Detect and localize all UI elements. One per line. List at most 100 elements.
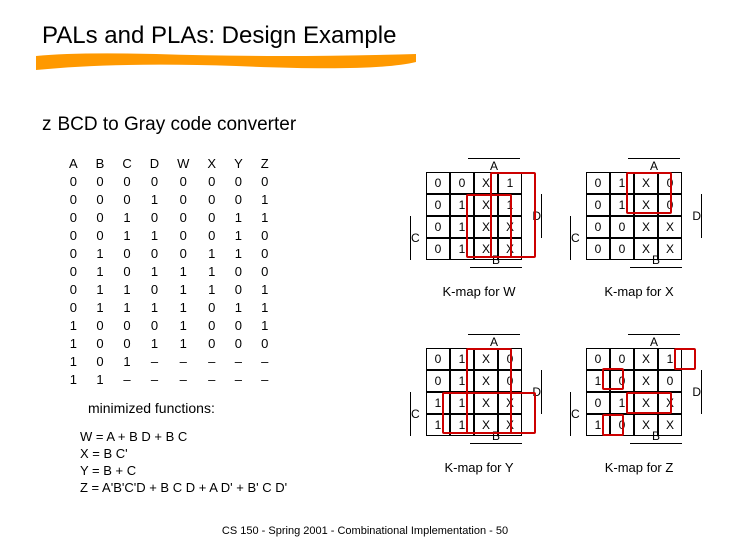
axis-label-a: A — [468, 334, 520, 349]
axis-label-a: A — [628, 334, 680, 349]
kmap-x: 01X001X000XX00XXADBCK-map for X — [570, 172, 710, 260]
kmap-cell: X — [474, 348, 498, 370]
table-header: Y — [225, 155, 252, 173]
kmap-cell: 0 — [426, 216, 450, 238]
kmap-caption: K-map for X — [584, 284, 694, 299]
kmap-cell: 0 — [450, 172, 474, 194]
kmap-cell: 1 — [426, 392, 450, 414]
kmap-cell: 0 — [586, 348, 610, 370]
table-header: D — [141, 155, 168, 173]
axis-label-b: B — [470, 429, 522, 444]
table-row: 101––––– — [60, 353, 278, 371]
kmap-cell: 1 — [450, 216, 474, 238]
function-equations: W = A + B D + B C X = B C' Y = B + C Z =… — [80, 428, 287, 496]
kmap-cell: 0 — [498, 348, 522, 370]
kmap-cell: X — [474, 392, 498, 414]
kmap-caption: K-map for W — [424, 284, 534, 299]
table-row: 00110010 — [60, 227, 278, 245]
table-row: 01101101 — [60, 281, 278, 299]
kmap-caption: K-map for Y — [424, 460, 534, 475]
axis-label-b: B — [630, 253, 682, 268]
axis-label-c: C — [570, 216, 582, 260]
kmap-cell: X — [498, 216, 522, 238]
kmap-caption: K-map for Z — [584, 460, 694, 475]
table-row: 01000110 — [60, 245, 278, 263]
kmap-cell: 1 — [498, 194, 522, 216]
kmap-cell: 1 — [450, 348, 474, 370]
kmap-cell: 0 — [586, 172, 610, 194]
table-row: 10001001 — [60, 317, 278, 335]
kmap-cell: 0 — [426, 370, 450, 392]
axis-label-a: A — [628, 158, 680, 173]
kmap-cell: 0 — [426, 172, 450, 194]
kmap-cell: 0 — [586, 238, 610, 260]
kmap-cell: 0 — [426, 194, 450, 216]
kmap-cell: 1 — [658, 348, 682, 370]
kmap-cell: 0 — [586, 194, 610, 216]
table-row: 01011100 — [60, 263, 278, 281]
title-underline — [36, 52, 416, 74]
table-row: 00010001 — [60, 191, 278, 209]
table-row: 10011000 — [60, 335, 278, 353]
axis-label-c: C — [410, 392, 422, 436]
table-header: X — [198, 155, 225, 173]
kmap-cell: 0 — [658, 370, 682, 392]
kmap-cell: 0 — [610, 216, 634, 238]
subtitle-row: z BCD to Gray code converter — [42, 114, 296, 136]
slide-footer: CS 150 - Spring 2001 - Combinational Imp… — [0, 525, 730, 537]
axis-label-d: D — [530, 370, 542, 414]
kmap-cell: 0 — [586, 392, 610, 414]
table-row: 11–––––– — [60, 371, 278, 389]
kmap-cell: X — [474, 172, 498, 194]
kmap-cell: X — [634, 172, 658, 194]
table-row: 00000000 — [60, 173, 278, 191]
kmap-cell: 1 — [610, 172, 634, 194]
kmap-w: 00X101X101XX01XXADBCK-map for W — [410, 172, 550, 260]
kmap-cell: 1 — [610, 392, 634, 414]
kmap-cell: X — [498, 392, 522, 414]
kmap-cell: 0 — [586, 216, 610, 238]
minimized-functions-label: minimized functions: — [88, 400, 215, 416]
axis-label-b: B — [630, 429, 682, 444]
axis-label-d: D — [690, 194, 702, 238]
kmap-cell: X — [658, 392, 682, 414]
kmap-cell: 0 — [426, 348, 450, 370]
kmap-cell: X — [474, 370, 498, 392]
table-header: C — [113, 155, 140, 173]
truth-table: ABCDWXYZ00000000000100010010001100110010… — [60, 155, 278, 389]
kmap-cell: 0 — [498, 370, 522, 392]
kmap-cell: 1 — [450, 392, 474, 414]
bullet-icon: z — [42, 114, 52, 135]
axis-label-d: D — [530, 194, 542, 238]
table-header: W — [168, 155, 198, 173]
axis-label-b: B — [470, 253, 522, 268]
table-header: A — [60, 155, 87, 173]
table-row: 00100011 — [60, 209, 278, 227]
kmap-cell: X — [634, 216, 658, 238]
kmap-cell: 1 — [586, 414, 610, 436]
kmap-cell: 1 — [610, 194, 634, 216]
kmap-cell: X — [634, 194, 658, 216]
kmap-cell: 0 — [426, 238, 450, 260]
subtitle-text: BCD to Gray code converter — [58, 114, 297, 135]
table-header: Z — [252, 155, 278, 173]
kmap-cell: 0 — [658, 172, 682, 194]
axis-label-a: A — [468, 158, 520, 173]
kmap-cell: X — [634, 392, 658, 414]
slide-title: PALs and PLAs: Design Example — [42, 22, 396, 50]
kmap-cell: 1 — [450, 194, 474, 216]
kmap-y: 01X001X011XX11XXADBCK-map for Y — [410, 348, 550, 436]
kmap-cell: 1 — [450, 370, 474, 392]
kmap-cell: X — [474, 216, 498, 238]
kmap-z: 00X110X001XX10XXADBCK-map for Z — [570, 348, 710, 436]
kmap-cell: 0 — [658, 194, 682, 216]
kmap-cell: X — [658, 216, 682, 238]
kmap-cell: 0 — [610, 348, 634, 370]
kmap-cell: X — [474, 194, 498, 216]
table-row: 01111011 — [60, 299, 278, 317]
kmap-cell: 1 — [586, 370, 610, 392]
kmap-cell: X — [634, 370, 658, 392]
kmap-cell: 1 — [498, 172, 522, 194]
axis-label-c: C — [570, 392, 582, 436]
table-header: B — [87, 155, 114, 173]
